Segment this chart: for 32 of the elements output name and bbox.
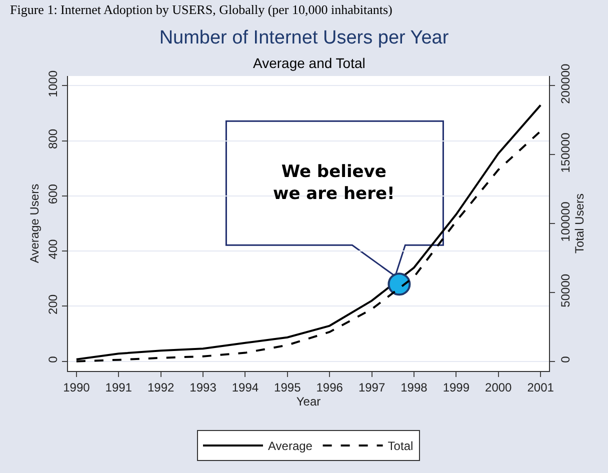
y2-tick-label: 100000: [558, 201, 572, 242]
y2-tick-label: 50000: [558, 274, 572, 308]
y-tick-label: 600: [46, 184, 60, 204]
legend-label: Total: [388, 439, 414, 454]
x-tick-label: 1998: [400, 380, 428, 394]
x-tick-label: 2000: [485, 380, 512, 394]
y-tick-label: 200: [46, 294, 60, 314]
x-tick-label: 1996: [316, 380, 344, 394]
x-tick-label: 1999: [442, 380, 470, 394]
y-axis-title: Average Users: [28, 184, 42, 264]
x-tick-label: 1997: [358, 380, 386, 394]
y-tick-label: 1000: [46, 70, 60, 98]
annotation: We believe we are here!: [273, 162, 395, 204]
x-tick-label: 1995: [274, 380, 302, 394]
y2-tick-label: 200000: [558, 64, 572, 104]
chart-title: Number of Internet Users per Year: [159, 28, 450, 49]
legend-label: Average: [268, 439, 313, 454]
x-tick-label: 2001: [527, 380, 554, 394]
y2-tick-label: 0: [558, 356, 572, 363]
chart-subtitle: Average and Total: [253, 55, 366, 71]
x-tick-label: 1992: [147, 380, 174, 394]
y2-tick-label: 150000: [558, 132, 572, 173]
x-tick-label: 1991: [105, 380, 132, 394]
y-tick-label: 0: [46, 356, 60, 363]
caption: Figure 1: Internet Adoption by USERS, Globally (per 10,000 inhabitants): [10, 2, 392, 17]
y-tick-label: 800: [46, 128, 60, 150]
y2-axis-title: Total Users: [572, 193, 586, 254]
x-axis-title: Year: [296, 394, 321, 408]
x-tick-label: 1993: [190, 380, 217, 394]
y-tick-label: 400: [46, 238, 60, 260]
x-tick-label: 1990: [63, 380, 90, 394]
x-tick-label: 1994: [232, 380, 259, 394]
